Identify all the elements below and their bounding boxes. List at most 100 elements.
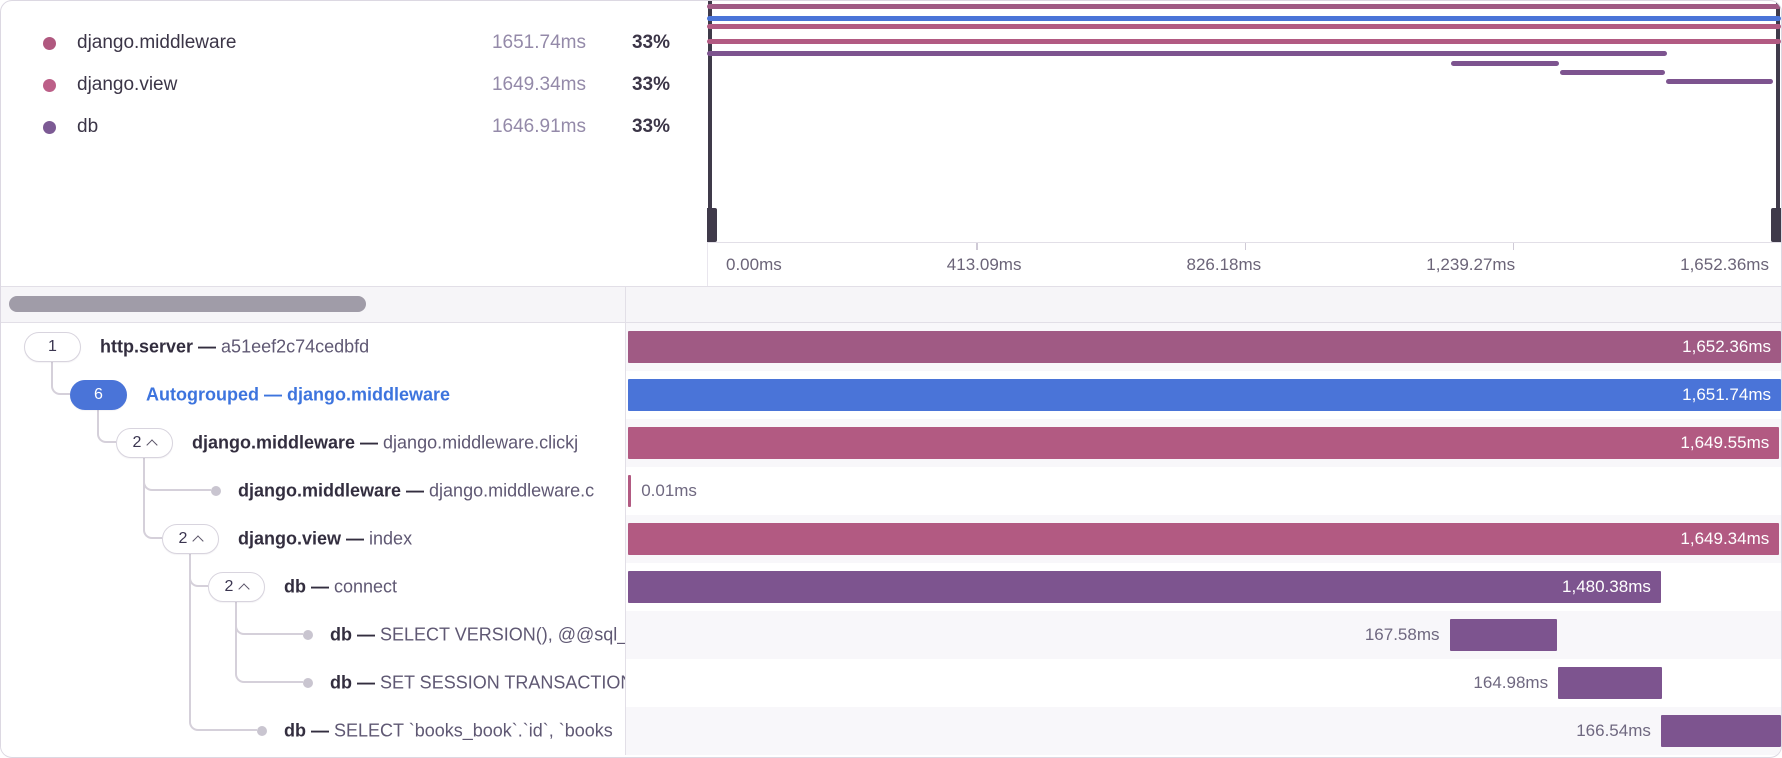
- badge-count: 6: [94, 386, 103, 403]
- minimap-left-grip[interactable]: [707, 208, 717, 242]
- span-description: db — SELECT `books_book`.`id`, `books: [284, 721, 613, 742]
- axis-tick-label: 1,652.36ms: [1680, 254, 1769, 274]
- span-duration-bar[interactable]: [1449, 619, 1557, 651]
- legend-op-name: db: [77, 116, 99, 137]
- span-bar-cell: 1,480.38ms: [626, 563, 1781, 611]
- span-duration-bar[interactable]: 1,649.34ms: [628, 523, 1780, 555]
- span-detail: index: [369, 528, 413, 549]
- span-detail: django.middleware.clickj: [383, 432, 579, 453]
- legend-percent: 33%: [631, 116, 670, 137]
- axis-tick-label: 0.00ms: [726, 254, 782, 274]
- axis-tick: [1244, 243, 1246, 250]
- span-row[interactable]: 2 db — connect 1,480.38ms: [1, 563, 1781, 611]
- span-row[interactable]: db — SET SESSION TRANSACTION 164.98ms: [1, 659, 1781, 707]
- trace-minimap: 0.00ms 413.09ms 826.18ms 1,239.27ms 1,652.36…: [707, 1, 1781, 286]
- span-op-name: db —: [330, 672, 380, 693]
- span-description: django.middleware — django.middleware.cl…: [192, 433, 578, 454]
- child-count-badge[interactable]: 1: [24, 332, 81, 362]
- span-op-name: db —: [284, 720, 334, 741]
- span-description: Autogrouped — django.middleware: [146, 385, 450, 406]
- span-tree-cell[interactable]: db — SELECT `books_book`.`id`, `books: [1, 707, 626, 755]
- span-op-name: http.server —: [100, 336, 222, 357]
- minimap-span-autogrouped-middleware: [707, 16, 1781, 21]
- span-duration-bar[interactable]: [628, 475, 632, 507]
- badge-count: 1: [48, 338, 57, 355]
- span-tree-cell[interactable]: db — SELECT VERSION(), @@sql_m: [1, 611, 626, 659]
- span-tree-cell[interactable]: 6 Autogrouped — django.middleware: [1, 371, 626, 419]
- span-bar-cell: 1,649.55ms: [626, 419, 1781, 467]
- legend-op-name: django.middleware: [77, 32, 237, 53]
- chevron-up-icon: [192, 535, 205, 547]
- span-bar-cell: 0.01ms: [626, 467, 1781, 515]
- span-detail: connect: [334, 576, 398, 597]
- axis-tick: [976, 243, 978, 250]
- span-detail: django.middleware: [286, 384, 451, 405]
- span-detail: SET SESSION TRANSACTION: [380, 672, 626, 693]
- span-description: http.server — a51eef2c74cedbfd: [100, 337, 369, 358]
- span-row[interactable]: 6 Autogrouped — django.middleware 1,651.74…: [1, 371, 1781, 419]
- span-tree-cell[interactable]: db — SET SESSION TRANSACTION: [1, 659, 626, 707]
- span-duration-label: 1,649.55ms: [1680, 433, 1770, 452]
- legend-item: db 1646.91ms 33%: [1, 106, 707, 148]
- minimap-canvas[interactable]: [707, 1, 1781, 242]
- span-tree-cell[interactable]: 2 django.view — index: [1, 515, 626, 563]
- span-duration-bar[interactable]: 1,649.55ms: [628, 427, 1780, 459]
- legend-percent: 33%: [631, 74, 670, 95]
- span-op-name: django.view —: [238, 528, 370, 549]
- span-row[interactable]: 1 http.server — a51eef2c74cedbfd 1,652.36m…: [1, 323, 1781, 371]
- span-row[interactable]: django.middleware — django.middleware.c 0…: [1, 467, 1781, 515]
- span-description: db — connect: [284, 577, 397, 598]
- legend-color-dot: [43, 120, 56, 134]
- waterfall-scrollbar-area: [626, 287, 1781, 322]
- tree-scrollbar-thumb[interactable]: [9, 296, 366, 312]
- span-duration-label: 1,649.34ms: [1680, 529, 1770, 548]
- span-row[interactable]: db — SELECT `books_book`.`id`, `books 166…: [1, 707, 1781, 755]
- leaf-dot: [257, 726, 267, 736]
- legend-duration: 1646.91ms: [491, 116, 586, 137]
- minimap-span-db-select-books: [1666, 79, 1774, 84]
- legend-color-dot: [43, 36, 56, 50]
- span-duration-bar[interactable]: [1660, 715, 1781, 747]
- span-op-name: db —: [284, 576, 334, 597]
- minimap-span-db-set-session: [1559, 70, 1665, 75]
- span-row[interactable]: db — SELECT VERSION(), @@sql_m 167.58ms: [1, 611, 1781, 659]
- axis-tick-label: 1,239.27ms: [1426, 254, 1516, 274]
- span-duration-bar[interactable]: 1,652.36ms: [628, 331, 1781, 363]
- autogroup-badge[interactable]: 6: [70, 380, 127, 410]
- legend-duration: 1651.74ms: [491, 32, 586, 53]
- span-op-name: django.middleware —: [192, 432, 384, 453]
- child-count-badge[interactable]: 2: [162, 524, 219, 554]
- span-tree-cell[interactable]: django.middleware — django.middleware.c: [1, 467, 626, 515]
- span-description: django.middleware — django.middleware.c: [238, 481, 594, 502]
- span-duration-label: 166.54ms: [1576, 721, 1651, 740]
- span-description: db — SET SESSION TRANSACTION: [330, 672, 626, 694]
- span-duration-label: 1,480.38ms: [1562, 577, 1651, 596]
- span-op-name: django.middleware —: [238, 480, 430, 501]
- tree-scrollbar-track[interactable]: [1, 287, 626, 322]
- span-row[interactable]: 2 django.view — index 1,649.34ms: [1, 515, 1781, 563]
- span-duration-bar[interactable]: 1,651.74ms: [628, 379, 1781, 411]
- span-description: django.view — index: [238, 529, 412, 550]
- minimap-span-django.view: [707, 39, 1781, 44]
- minimap-right-handle-line[interactable]: [1776, 1, 1780, 208]
- span-tree-cell[interactable]: 1 http.server — a51eef2c74cedbfd: [1, 323, 626, 371]
- span-duration-bar[interactable]: 1,480.38ms: [628, 571, 1661, 603]
- span-duration-bar[interactable]: [1558, 667, 1663, 699]
- minimap-span-http.server: [707, 4, 1781, 9]
- chevron-up-icon: [238, 583, 251, 595]
- span-bar-cell: 166.54ms: [626, 707, 1781, 755]
- span-row[interactable]: 2 django.middleware — django.middleware.c…: [1, 419, 1781, 467]
- span-rows: 1 http.server — a51eef2c74cedbfd 1,652.36m…: [1, 323, 1781, 755]
- minimap-right-grip[interactable]: [1771, 208, 1781, 242]
- legend-item: django.view 1649.34ms 33%: [1, 64, 707, 106]
- legend-item: django.middleware 1651.74ms 33%: [1, 22, 707, 64]
- span-detail: SELECT VERSION(), @@sql_m: [380, 624, 626, 645]
- child-count-badge[interactable]: 2: [116, 428, 173, 458]
- legend-duration: 1649.34ms: [491, 74, 586, 95]
- span-bar-cell: 164.98ms: [626, 659, 1781, 707]
- span-tree-cell[interactable]: 2 db — connect: [1, 563, 626, 611]
- span-tree-cell[interactable]: 2 django.middleware — django.middleware.c…: [1, 419, 626, 467]
- minimap-left-handle-line[interactable]: [708, 1, 712, 208]
- child-count-badge[interactable]: 2: [208, 572, 265, 602]
